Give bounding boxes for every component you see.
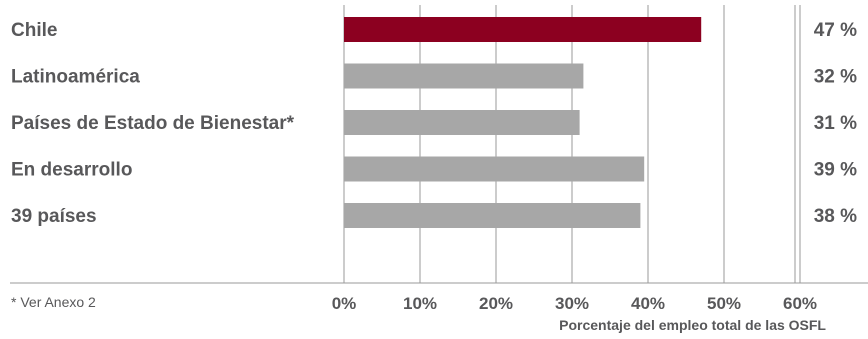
value-label: 32 % [814,67,857,88]
value-labels: 47 % 32 % 31 % 39 % 38 % [814,20,857,227]
category-label: Países de Estado de Bienestar* [11,113,295,134]
bar [344,110,580,135]
category-label: En desarrollo [11,160,132,181]
bar [344,63,584,89]
x-tick-label: 0% [332,294,357,313]
x-axis-title: Porcentaje del empleo total de las OSFL [559,317,826,333]
category-label: Latinoamérica [11,67,140,88]
value-label: 39 % [814,160,857,181]
grid-lines [343,5,801,283]
bars [344,17,702,228]
category-label: 39 países [11,206,97,227]
x-tick-labels: 0% 10% 20% 30% 40% 50% 60% [332,294,817,313]
bar [344,203,641,228]
footnote: * Ver Anexo 2 [11,294,96,310]
value-label: 38 % [814,206,857,227]
value-label: 47 % [814,20,857,41]
x-tick-label: 50% [707,294,741,313]
x-tick-label: 10% [403,294,437,313]
bar [344,17,702,42]
category-label: Chile [11,20,57,41]
category-labels: Chile Latinoamérica Países de Estado de Bi… [11,20,295,227]
x-tick-label: 20% [479,294,513,313]
bar [344,156,645,182]
x-tick-label: 40% [631,294,665,313]
x-tick-label: 60% [783,294,817,313]
x-tick-label: 30% [555,294,589,313]
value-label: 31 % [814,113,857,134]
